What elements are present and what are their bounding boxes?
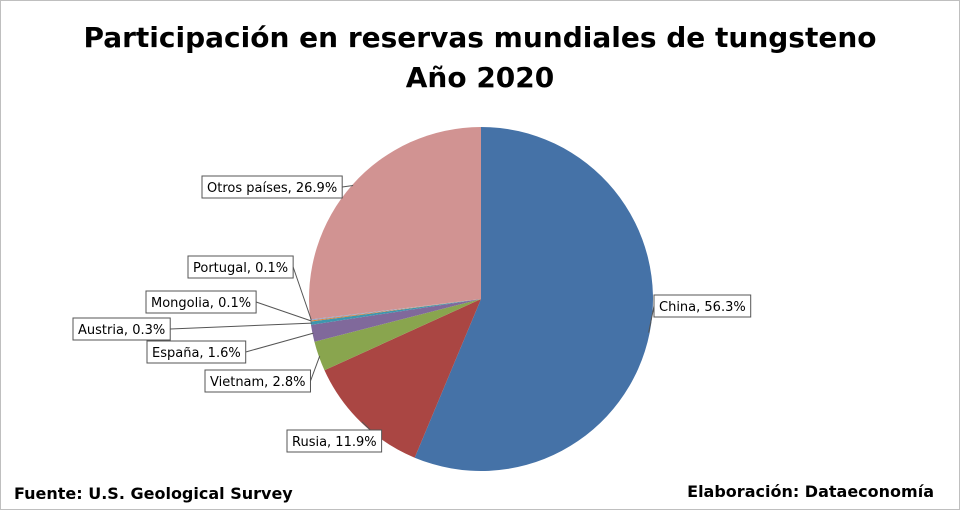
leader-lines <box>170 185 655 442</box>
data-label: China, 56.3% <box>659 300 746 315</box>
data-label: Mongolia, 0.1% <box>151 296 251 311</box>
pie-slice-otros-países <box>309 127 481 320</box>
data-label-box <box>201 175 343 199</box>
data-label: Rusia, 11.9% <box>292 435 377 450</box>
pie-slice-mongolia <box>310 299 481 322</box>
data-label: Portugal, 0.1% <box>193 261 288 276</box>
leader-line <box>310 355 321 382</box>
leader-line <box>170 322 312 330</box>
leader-line <box>342 185 354 188</box>
data-label-box <box>204 369 311 393</box>
data-label: España, 1.6% <box>152 346 241 361</box>
leader-line <box>292 266 312 321</box>
data-label-box <box>286 429 383 453</box>
pie-slice-austria <box>310 299 481 325</box>
data-label-box <box>146 340 247 364</box>
leader-line <box>245 332 314 353</box>
chart-title: Participación en reservas mundiales de t… <box>83 21 877 54</box>
data-label-box <box>653 294 752 318</box>
data-label: Otros países, 26.9% <box>207 181 337 196</box>
data-label-box <box>72 317 171 341</box>
pie-slice-españa <box>310 299 481 342</box>
pie-slice-vietnam <box>314 299 481 371</box>
credit-note: Elaboración: Dataeconomía <box>687 482 934 501</box>
pie-slice-rusia <box>324 299 481 458</box>
leader-line <box>648 305 655 333</box>
leader-line <box>255 301 312 322</box>
data-labels: China, 56.3% Rusia, 11.9% Vietnam, 2.8% Esp… <box>72 175 752 453</box>
data-label-box <box>187 255 294 279</box>
data-label: Austria, 0.3% <box>78 323 165 338</box>
pie-slice-china <box>414 127 653 471</box>
pie-slice-portugal <box>310 299 481 321</box>
chart-title-block: Participación en reservas mundiales de t… <box>0 18 960 98</box>
pie-slices <box>309 127 653 471</box>
data-label-box <box>145 290 257 314</box>
chart-subtitle: Año 2020 <box>405 61 555 94</box>
data-label: Vietnam, 2.8% <box>210 375 305 390</box>
source-note: Fuente: U.S. Geological Survey <box>14 484 293 503</box>
